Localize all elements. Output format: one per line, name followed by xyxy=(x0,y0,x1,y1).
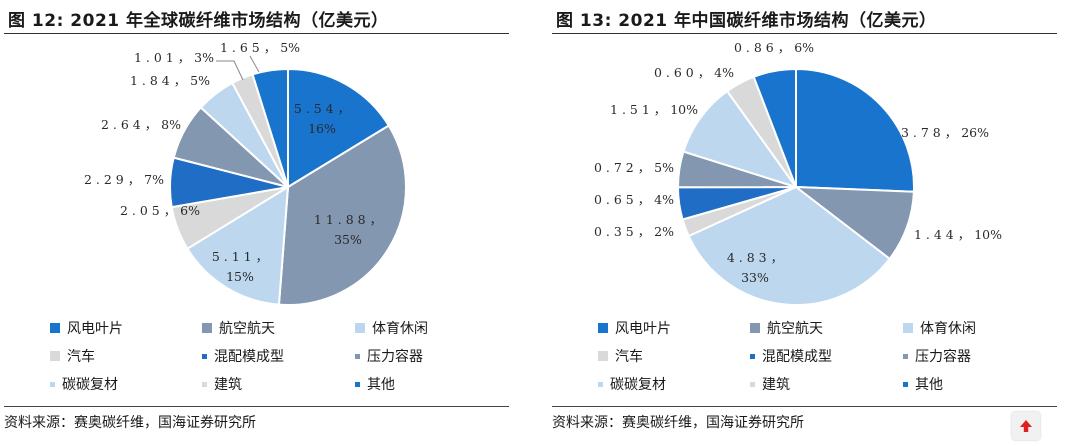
legend-label: 风电叶片 xyxy=(67,321,123,337)
data-label-wind-blade: 5 . 5 4 ， 16% xyxy=(294,101,350,136)
data-label-other: 0 . 8 6 ， 6% xyxy=(734,40,814,55)
arrow-up-icon xyxy=(1020,420,1032,432)
data-label-molding: 0 . 6 5 ， 4% xyxy=(594,192,674,207)
legend-item-aerospace: 航空航天 xyxy=(202,318,275,338)
legend-swatch xyxy=(355,323,365,333)
legend-label: 体育休闲 xyxy=(920,321,976,337)
legend-item-pressure-vessel: 压力容器 xyxy=(903,346,971,366)
leader-line xyxy=(216,60,244,81)
data-label-aerospace: 1 1 . 8 8 ， 35% xyxy=(314,212,382,247)
legend-label: 建筑 xyxy=(214,377,242,393)
legend-swatch xyxy=(202,381,207,387)
legend-swatch xyxy=(598,351,608,361)
title-divider xyxy=(4,33,509,34)
pie-slice-other xyxy=(251,67,289,188)
source-note: 资料来源：赛奥碳纤维，国海证券研究所 xyxy=(552,415,804,431)
data-label-construction: 1 . 0 1 ， 3% xyxy=(134,50,214,65)
legend: 风电叶片 航空航天 体育休闲汽车 混配模成型 压力容器碳碳复材 建筑 其他 xyxy=(50,318,510,406)
legend-item-automotive: 汽车 xyxy=(50,346,95,366)
legend-label: 体育休闲 xyxy=(372,321,428,337)
legend-swatch xyxy=(202,323,212,333)
data-label-carbon-carbon: 1 . 8 4 ， 5% xyxy=(130,73,210,88)
legend-item-automotive: 汽车 xyxy=(598,346,643,366)
legend-swatch xyxy=(355,353,360,359)
data-label-other: 1 . 6 5 ， 5% xyxy=(220,40,300,55)
data-label-pressure-vessel: 2 . 6 4 ， 8% xyxy=(101,117,181,132)
data-label-carbon-carbon: 1 . 5 1 ， 10% xyxy=(610,102,698,117)
legend-swatch xyxy=(355,381,360,387)
legend-label: 碳碳复材 xyxy=(62,377,118,393)
data-label-pressure-vessel: 0 . 7 2 ， 5% xyxy=(594,160,674,175)
data-label-construction: 0 . 6 0 ， 4% xyxy=(654,65,734,80)
chart-title: 图 13: 2021 年中国碳纤维市场结构（亿美元） xyxy=(556,11,937,31)
chart-title: 图 12: 2021 年全球碳纤维市场结构（亿美元） xyxy=(8,11,389,31)
legend-item-aerospace: 航空航天 xyxy=(750,318,823,338)
legend: 风电叶片 航空航天 体育休闲汽车 混配模成型 压力容器碳碳复材 建筑 其他 xyxy=(598,318,1058,406)
legend-label: 压力容器 xyxy=(915,349,971,365)
legend-item-wind-blade: 风电叶片 xyxy=(598,318,671,338)
legend-swatch xyxy=(202,353,207,359)
pie-slice-sports-leisure xyxy=(186,185,290,306)
legend-label: 建筑 xyxy=(762,377,790,393)
data-label-sports-leisure: 5 . 1 1 ， 15% xyxy=(212,249,268,284)
data-label-wind-blade: 3 . 7 8 ， 26% xyxy=(901,125,989,140)
legend-item-molding: 混配模成型 xyxy=(202,346,284,366)
legend-item-other: 其他 xyxy=(355,374,395,394)
pie-chart-china: 3 . 7 8 ， 26% 1 . 4 4 ， 10% 4 . 8 3 ， 33% 0 … xyxy=(594,40,1002,307)
legend-item-carbon-carbon: 碳碳复材 xyxy=(598,374,666,394)
legend-swatch xyxy=(903,353,908,359)
legend-label: 混配模成型 xyxy=(214,349,284,365)
legend-item-construction: 建筑 xyxy=(202,374,242,394)
data-label-aerospace: 1 . 4 4 ， 10% xyxy=(914,227,1002,242)
data-label-molding: 2 . 2 9 ， 7% xyxy=(84,172,164,187)
legend-swatch xyxy=(598,381,603,387)
title-divider xyxy=(552,33,1057,34)
legend-item-pressure-vessel: 压力容器 xyxy=(355,346,423,366)
legend-label: 混配模成型 xyxy=(762,349,832,365)
legend-item-wind-blade: 风电叶片 xyxy=(50,318,123,338)
pie-slice-aerospace xyxy=(277,124,407,306)
pie-chart-global: 5 . 5 4 ， 16% 1 1 . 8 8 ， 35% 5 . 1 1 ， 15% 2 … xyxy=(84,40,407,306)
legend-label: 风电叶片 xyxy=(615,321,671,337)
legend-swatch xyxy=(598,323,608,333)
source-note: 资料来源：赛奥碳纤维，国海证券研究所 xyxy=(4,415,256,431)
legend-item-other: 其他 xyxy=(903,374,943,394)
legend-swatch xyxy=(750,381,755,387)
legend-label: 碳碳复材 xyxy=(610,377,666,393)
pie-slice-aerospace xyxy=(792,185,915,261)
pie-slice-other xyxy=(752,67,797,188)
chart-panel-china: 图 13: 2021 年中国碳纤维市场结构（亿美元） 3 . 7 8 ， 26%… xyxy=(548,0,1068,446)
legend-item-carbon-carbon: 碳碳复材 xyxy=(50,374,118,394)
data-label-sports-leisure: 4 . 8 3 ， 33% xyxy=(727,250,783,285)
legend-item-construction: 建筑 xyxy=(750,374,790,394)
data-label-automotive: 0 . 3 5 ， 2% xyxy=(594,224,674,239)
legend-label: 航空航天 xyxy=(767,321,823,337)
legend-swatch xyxy=(50,351,60,361)
data-label-automotive: 2 . 0 5 ， 6% xyxy=(120,203,200,218)
pie-slice-sports-leisure xyxy=(687,185,892,307)
legend-item-sports-leisure: 体育休闲 xyxy=(903,318,976,338)
legend-label: 其他 xyxy=(367,377,395,393)
legend-swatch xyxy=(903,381,908,387)
legend-swatch xyxy=(750,323,760,333)
legend-swatch xyxy=(50,323,60,333)
legend-item-sports-leisure: 体育休闲 xyxy=(355,318,428,338)
legend-label: 汽车 xyxy=(67,349,95,365)
pie-slice-wind-blade xyxy=(287,67,391,189)
legend-label: 汽车 xyxy=(615,349,643,365)
pie-slice-wind-blade xyxy=(795,67,915,193)
legend-label: 航空航天 xyxy=(219,321,275,337)
legend-item-molding: 混配模成型 xyxy=(750,346,832,366)
scroll-to-top-button[interactable] xyxy=(1012,412,1040,440)
legend-swatch xyxy=(903,323,913,333)
legend-swatch xyxy=(750,353,755,359)
leader-line xyxy=(249,55,260,73)
legend-label: 其他 xyxy=(915,377,943,393)
chart-panel-global: 图 12: 2021 年全球碳纤维市场结构（亿美元） 5 . 5 4 ， 16% 1… xyxy=(0,0,520,446)
legend-swatch xyxy=(50,381,55,387)
legend-label: 压力容器 xyxy=(367,349,423,365)
source-divider xyxy=(552,406,1057,407)
pie-slice-carbon-carbon xyxy=(682,89,799,189)
source-divider xyxy=(4,406,509,407)
